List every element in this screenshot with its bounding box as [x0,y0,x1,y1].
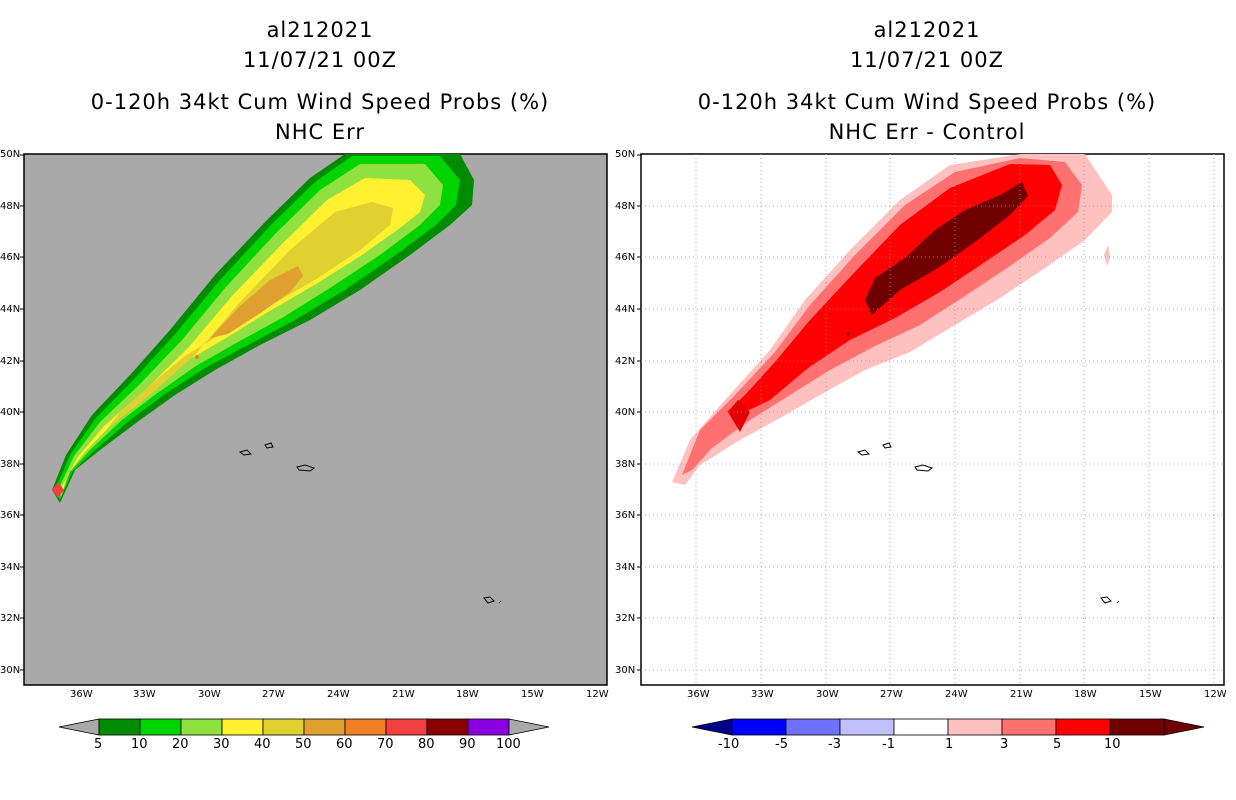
right-lon-21w: 21W [1010,689,1033,700]
right-lat-34n: 34N [615,562,636,573]
right-cb-label-m1: -1 [882,737,895,752]
right-lon-30w: 30W [816,689,839,700]
right-lat-42n: 42N [615,356,636,367]
right-lat-50n: 50N [615,149,636,160]
left-cb-label-10: 10 [131,737,148,752]
left-cb-label-20: 20 [172,737,189,752]
left-lon-33w: 33W [133,689,156,700]
left-cb-label-40: 40 [254,737,271,752]
left-axis-ticks [20,154,24,671]
left-lon-36w: 36W [70,689,93,700]
left-title-product: 0-120h 34kt Cum Wind Speed Probs (%) [90,90,550,114]
left-lon-15w: 15W [521,689,544,700]
right-title-storm-id: al212021 [873,18,981,42]
right-title-subtitle: NHC Err - Control [828,120,1026,144]
left-lon-24w: 24W [327,689,350,700]
left-cb-label-80: 80 [418,737,435,752]
right-cb-label-m3: -3 [828,737,841,752]
right-lat-32n: 32N [615,613,636,624]
right-lat-46n: 46N [615,252,636,263]
left-lat-44n: 44N [0,304,21,315]
left-title-datetime: 11/07/21 00Z [242,48,398,72]
left-lat-34n: 34N [0,562,21,573]
right-islands [856,442,1120,604]
right-lat-40n: 40N [615,407,636,418]
right-cb-label-m5: -5 [775,737,788,752]
left-cb-label-60: 60 [336,737,353,752]
left-title-subtitle: NHC Err [274,120,365,144]
right-grid [641,154,1224,685]
right-cb-label-5: 5 [1053,737,1062,752]
right-lat-38n: 38N [615,459,636,470]
right-cb-label-1: 1 [945,737,954,752]
left-prob-contours [52,154,474,503]
left-cb-label-30: 30 [213,737,230,752]
left-lon-21w: 21W [392,689,415,700]
left-lon-18w: 18W [456,689,479,700]
right-cb-label-m10: -10 [718,737,740,752]
right-title-datetime: 11/07/21 00Z [849,48,1005,72]
right-axis-ticks [637,154,641,671]
right-lat-44n: 44N [615,304,636,315]
left-cb-label-50: 50 [295,737,312,752]
left-cb-label-5: 5 [94,737,103,752]
left-lat-50n: 50N [0,149,21,160]
right-lon-15w: 15W [1139,689,1162,700]
right-lon-36w: 36W [687,689,710,700]
right-lat-30n: 30N [615,665,636,676]
left-cb-label-100: 100 [496,737,521,752]
right-diff-contours [672,154,1112,485]
right-lat-36n: 36N [615,510,636,521]
right-cb-label-3: 3 [1000,737,1009,752]
right-title: al212021 11/07/21 00Z 0-120h 34kt Cum Wi… [627,15,1227,147]
left-lat-36n: 36N [0,510,21,521]
left-lat-40n: 40N [0,407,21,418]
left-title-storm-id: al212021 [266,18,374,42]
right-cb-label-10: 10 [1104,737,1121,752]
left-lat-42n: 42N [0,356,21,367]
left-lon-12w: 12W [586,689,609,700]
right-lon-27w: 27W [880,689,903,700]
right-title-product: 0-120h 34kt Cum Wind Speed Probs (%) [697,90,1157,114]
right-lon-24w: 24W [945,689,968,700]
right-lon-12w: 12W [1204,689,1227,700]
left-cb-label-90: 90 [459,737,476,752]
right-lat-48n: 48N [615,201,636,212]
left-lat-30n: 30N [0,665,21,676]
right-lon-33w: 33W [751,689,774,700]
left-lat-32n: 32N [0,613,21,624]
left-cb-label-70: 70 [377,737,394,752]
left-islands [238,442,502,604]
left-lat-46n: 46N [0,252,21,263]
left-lon-27w: 27W [262,689,285,700]
right-lon-18w: 18W [1074,689,1097,700]
left-lat-48n: 48N [0,201,21,212]
left-lon-30w: 30W [198,689,221,700]
left-lat-38n: 38N [0,459,21,470]
left-title: al212021 11/07/21 00Z 0-120h 34kt Cum Wi… [20,15,620,147]
